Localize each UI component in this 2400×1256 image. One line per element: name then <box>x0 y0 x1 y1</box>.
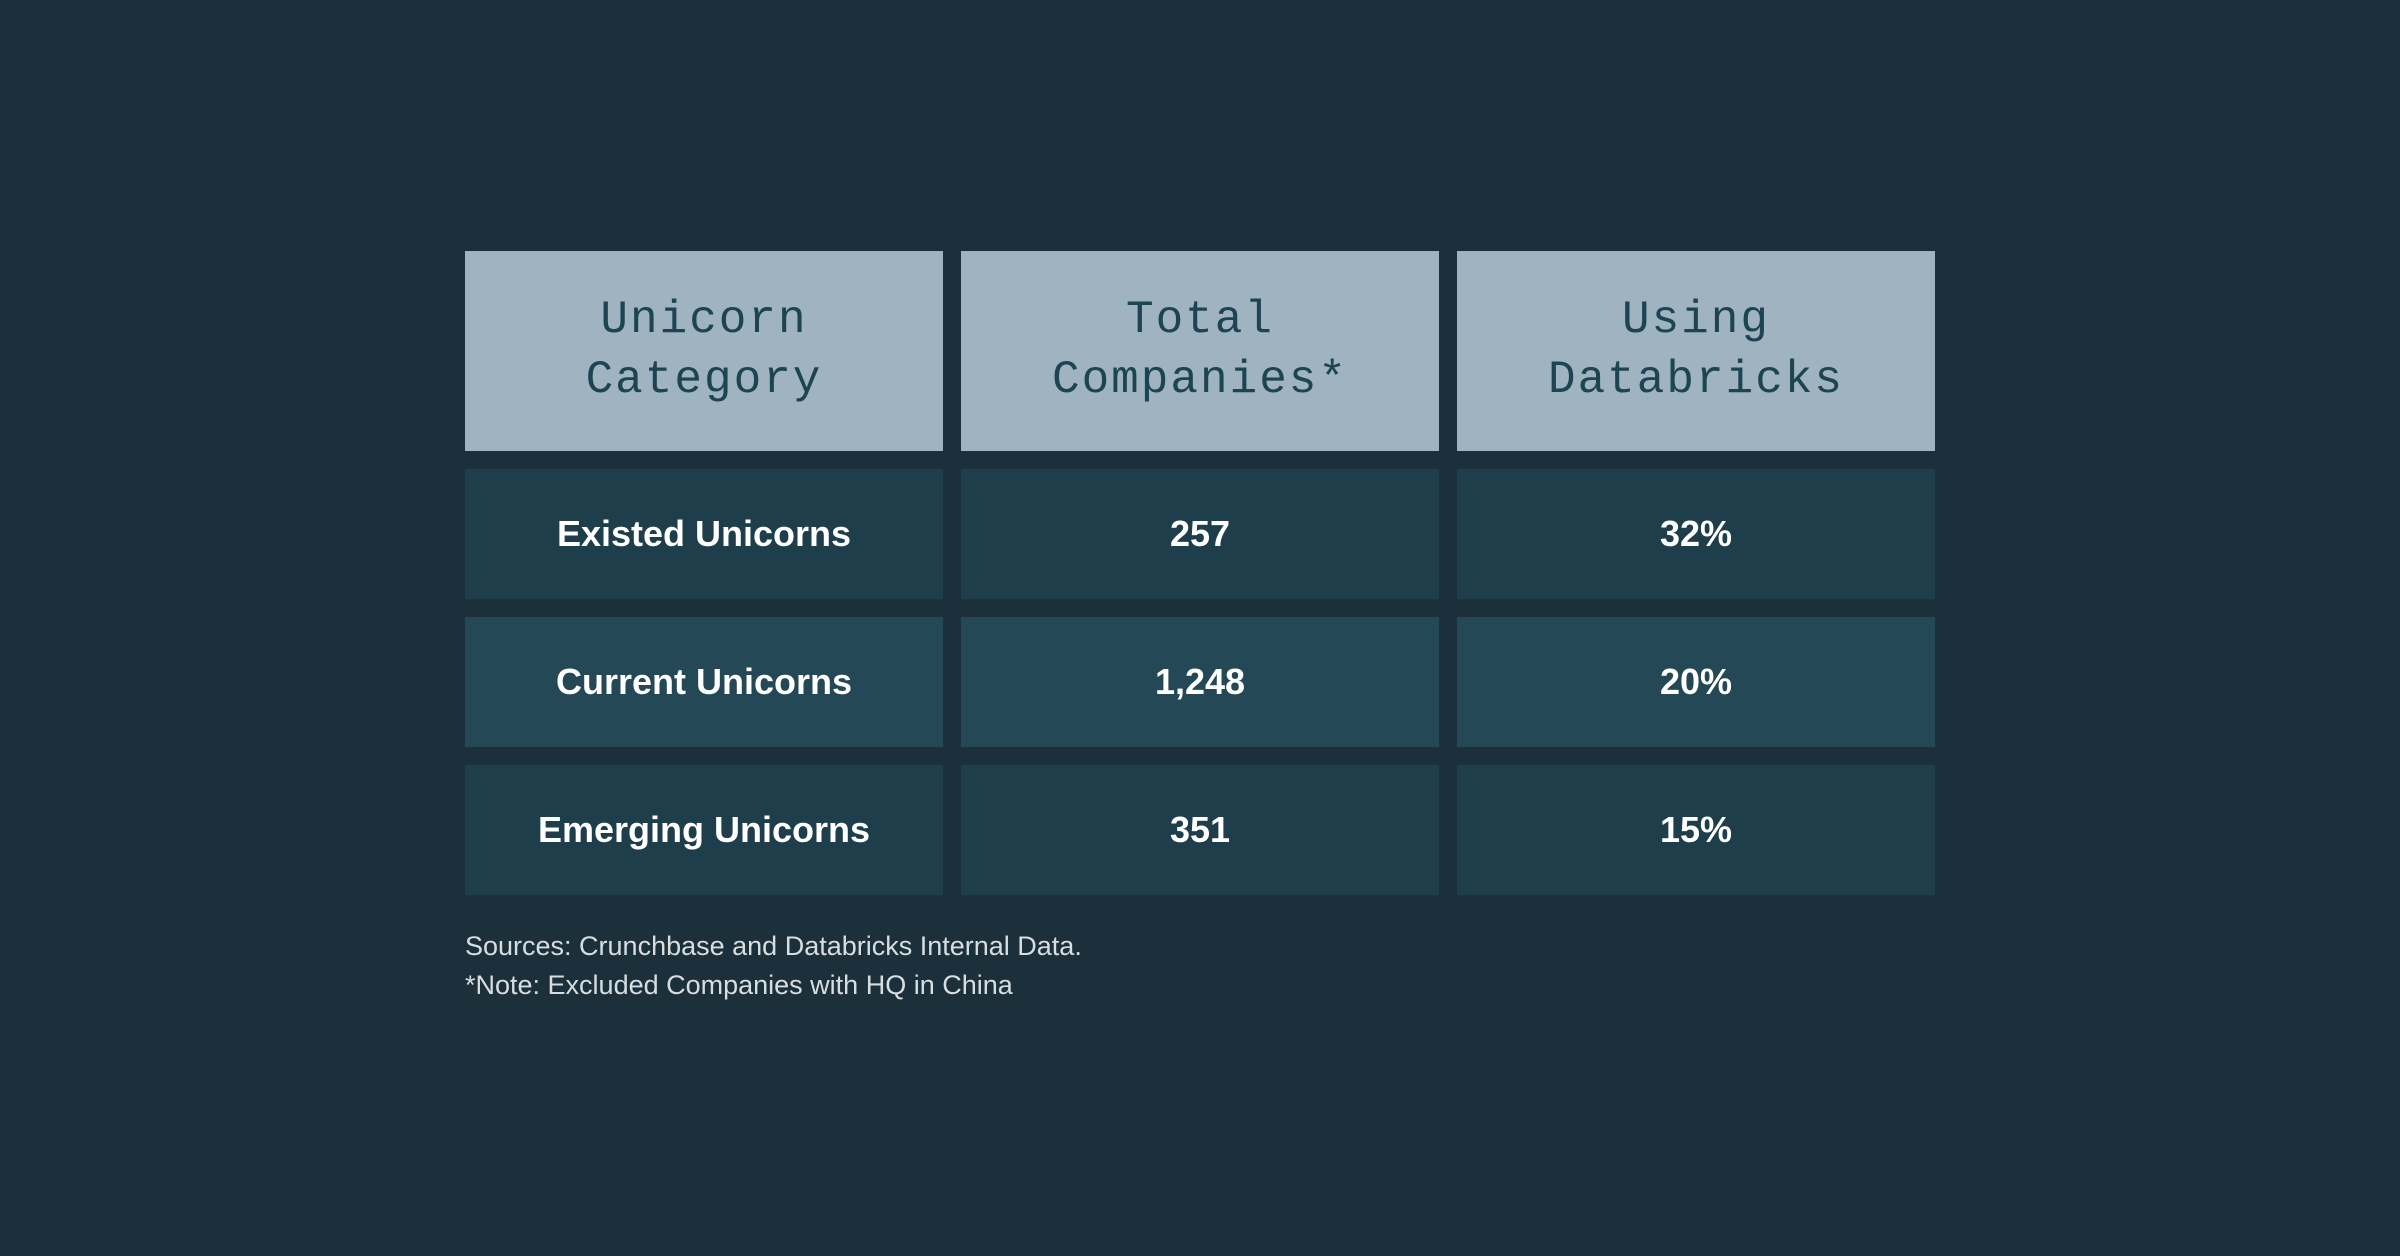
table-footer: Sources: Crunchbase and Databricks Inter… <box>465 927 1935 1005</box>
unicorn-table: Unicorn Category Total Companies* Using … <box>465 251 1935 895</box>
cell-category: Emerging Unicorns <box>465 765 943 895</box>
cell-category: Existed Unicorns <box>465 469 943 599</box>
footer-note: *Note: Excluded Companies with HQ in Chi… <box>465 966 1935 1005</box>
footer-sources: Sources: Crunchbase and Databricks Inter… <box>465 927 1935 966</box>
table-header-row: Unicorn Category Total Companies* Using … <box>465 251 1935 451</box>
cell-total: 257 <box>961 469 1439 599</box>
cell-total: 351 <box>961 765 1439 895</box>
header-total: Total Companies* <box>961 251 1439 451</box>
header-category: Unicorn Category <box>465 251 943 451</box>
table-row: Existed Unicorns 257 32% <box>465 469 1935 599</box>
table-row: Emerging Unicorns 351 15% <box>465 765 1935 895</box>
header-using: Using Databricks <box>1457 251 1935 451</box>
cell-total: 1,248 <box>961 617 1439 747</box>
cell-using: 32% <box>1457 469 1935 599</box>
cell-category: Current Unicorns <box>465 617 943 747</box>
table-row: Current Unicorns 1,248 20% <box>465 617 1935 747</box>
table-container: Unicorn Category Total Companies* Using … <box>465 251 1935 1005</box>
cell-using: 15% <box>1457 765 1935 895</box>
cell-using: 20% <box>1457 617 1935 747</box>
